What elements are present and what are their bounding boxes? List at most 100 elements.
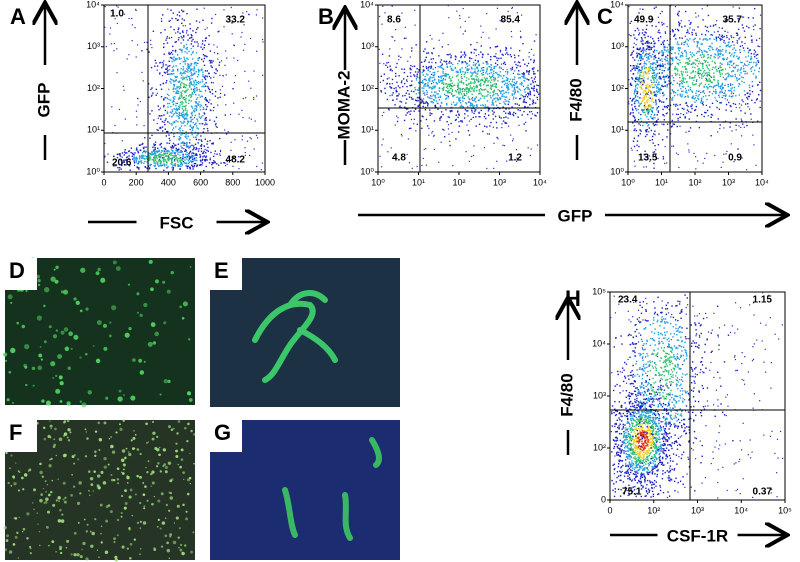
event-dot	[113, 50, 114, 51]
event-dot	[636, 145, 637, 146]
event-dot	[225, 50, 226, 51]
event-dot	[194, 90, 195, 91]
event-dot	[644, 61, 645, 62]
event-dot	[716, 20, 717, 21]
event-dot	[699, 38, 700, 39]
event-dot	[171, 57, 172, 58]
event-dot	[213, 44, 214, 45]
event-dot	[523, 100, 524, 101]
event-dot	[186, 158, 187, 159]
event-dot	[465, 72, 466, 73]
event-dot	[689, 76, 690, 77]
event-dot	[739, 103, 740, 104]
event-dot	[640, 118, 641, 119]
event-dot	[639, 74, 640, 75]
event-dot	[188, 95, 189, 96]
event-dot	[640, 114, 641, 115]
event-dot	[641, 80, 642, 81]
event-dot	[658, 17, 659, 18]
event-dot	[173, 29, 174, 30]
event-dot	[657, 60, 658, 61]
event-dot	[495, 83, 496, 84]
event-dot	[442, 129, 443, 130]
event-dot	[734, 87, 735, 88]
event-dot	[471, 75, 472, 76]
event-dot	[683, 44, 684, 45]
event-dot	[646, 99, 647, 100]
event-dot	[410, 114, 411, 115]
event-dot	[175, 155, 176, 156]
event-dot	[180, 85, 181, 86]
event-dot	[484, 96, 485, 97]
event-dot	[678, 154, 679, 155]
event-dot	[193, 80, 194, 81]
event-dot	[187, 71, 188, 72]
event-dot	[634, 30, 635, 31]
event-dot	[749, 50, 750, 51]
event-dot	[710, 81, 711, 82]
event-dot	[743, 423, 744, 424]
event-dot	[234, 82, 235, 83]
event-dot	[203, 128, 204, 129]
event-dot	[204, 45, 205, 46]
event-dot	[481, 67, 482, 68]
event-dot	[182, 18, 183, 19]
event-dot	[705, 425, 706, 426]
event-dot	[133, 154, 134, 155]
event-dot	[178, 165, 179, 166]
event-dot	[181, 93, 182, 94]
event-dot	[727, 57, 728, 58]
event-dot	[512, 81, 513, 82]
event-dot	[186, 112, 187, 113]
event-dot	[190, 160, 191, 161]
event-dot	[512, 86, 513, 87]
event-dot	[462, 62, 463, 63]
event-dot	[642, 9, 643, 10]
event-dot	[722, 58, 723, 59]
event-dot	[449, 141, 450, 142]
event-dot	[506, 85, 507, 86]
event-dot	[173, 70, 174, 71]
event-dot	[654, 55, 655, 56]
event-dot	[185, 134, 186, 135]
event-dot	[702, 19, 703, 20]
event-dot	[726, 79, 727, 80]
event-dot	[699, 313, 700, 314]
event-dot	[759, 38, 760, 39]
event-dot	[662, 139, 663, 140]
event-dot	[186, 152, 187, 153]
event-dot	[763, 435, 764, 436]
event-dot	[441, 102, 442, 103]
event-dot	[699, 85, 700, 86]
event-dot	[471, 156, 472, 157]
event-dot	[712, 103, 713, 104]
event-dot	[634, 128, 635, 129]
event-dot	[651, 100, 652, 101]
event-dot	[733, 56, 734, 57]
event-dot	[155, 149, 156, 150]
event-dot	[442, 46, 443, 47]
event-dot	[167, 106, 168, 107]
event-dot	[652, 38, 653, 39]
event-dot	[256, 9, 257, 10]
event-dot	[193, 148, 194, 149]
event-dot	[667, 61, 668, 62]
event-dot	[475, 109, 476, 110]
event-dot	[198, 81, 199, 82]
event-dot	[198, 101, 199, 102]
event-dot	[720, 88, 721, 89]
event-dot	[197, 120, 198, 121]
event-dot	[173, 136, 174, 137]
event-dot	[416, 79, 417, 80]
event-dot	[656, 67, 657, 68]
event-dot	[468, 101, 469, 102]
event-dot	[667, 107, 668, 108]
event-dot	[749, 304, 750, 305]
event-dot	[686, 55, 687, 56]
event-dot	[642, 58, 643, 59]
event-dot	[179, 95, 180, 96]
event-dot	[446, 95, 447, 96]
event-dot	[534, 95, 535, 96]
event-dot	[430, 76, 431, 77]
event-dot	[745, 103, 746, 104]
